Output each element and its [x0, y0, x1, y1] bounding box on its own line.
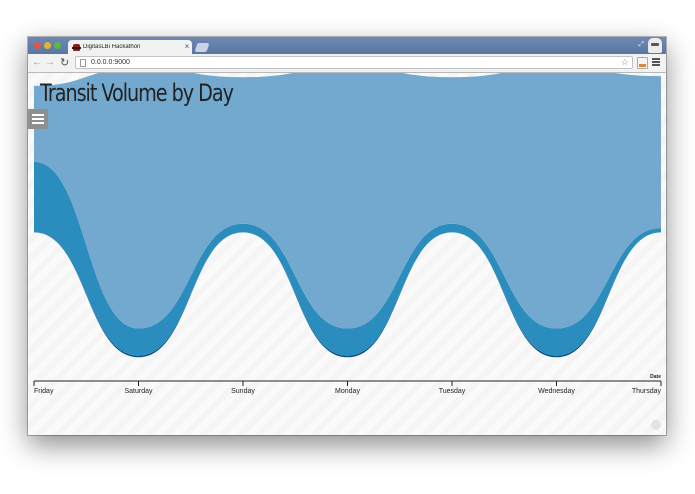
axis-tick-label: Saturday: [124, 388, 153, 395]
hat-favicon-icon: [72, 43, 81, 51]
axis-tick-label: Wednesday: [538, 388, 575, 395]
forward-arrow-icon[interactable]: →: [45, 57, 55, 68]
address-bar[interactable]: 0.0.0.0:9000 ☆: [75, 56, 633, 69]
reload-icon[interactable]: ↻: [60, 57, 70, 69]
streamgraph-layers: [34, 73, 661, 358]
page-title: Transit Volume by Day: [40, 79, 234, 107]
axis-tick-label: Thursday: [632, 388, 662, 395]
url-text[interactable]: 0.0.0.0:9000: [91, 59, 130, 66]
browser-tab[interactable]: DigitasLBi Hackathon ×: [68, 40, 192, 54]
back-arrow-icon[interactable]: ←: [32, 57, 42, 68]
date-axis: Friday Saturday Sunday Monday Tuesday Wednesd…: [33, 374, 662, 395]
extension-icon[interactable]: [637, 57, 648, 69]
streamgraph-chart: Friday Saturday Sunday Monday Tuesday Wednesd…: [33, 73, 662, 395]
page-content: Friday Saturday Sunday Monday Tuesday Wednesd…: [28, 73, 666, 435]
stream-layer-3: [34, 73, 661, 329]
page-icon: [80, 59, 86, 67]
axis-tick-label: Tuesday: [439, 388, 466, 395]
window-close-button[interactable]: [34, 42, 41, 49]
axis-tick-label: Sunday: [231, 388, 255, 395]
bookmark-star-icon[interactable]: ☆: [620, 57, 629, 67]
window-maximize-button[interactable]: [54, 42, 61, 49]
window-minimize-button[interactable]: [44, 42, 51, 49]
x-axis-title: Date: [650, 374, 661, 380]
tab-close-icon[interactable]: ×: [184, 42, 190, 51]
menu-button[interactable]: [28, 109, 48, 129]
axis-tick-label: Friday: [34, 388, 54, 395]
browser-toolbar: ← → ↻ 0.0.0.0:9000 ☆: [28, 54, 666, 73]
new-tab-button[interactable]: [194, 43, 210, 52]
browser-window: DigitasLBi Hackathon × ⤢ ← → ↻ 0.0.0.0:9…: [28, 37, 666, 435]
tab-title: DigitasLBi Hackathon: [83, 44, 141, 50]
fullscreen-arrows-icon[interactable]: ⤢: [638, 41, 644, 48]
corner-badge-icon: [651, 420, 661, 430]
axis-ticks: Friday Saturday Sunday Monday Tuesday Wednesd…: [33, 381, 662, 395]
browser-menu-icon[interactable]: [652, 58, 660, 66]
incognito-profile-icon[interactable]: [648, 38, 662, 53]
axis-tick-label: Monday: [335, 388, 360, 395]
title-bar: DigitasLBi Hackathon × ⤢: [28, 37, 666, 54]
